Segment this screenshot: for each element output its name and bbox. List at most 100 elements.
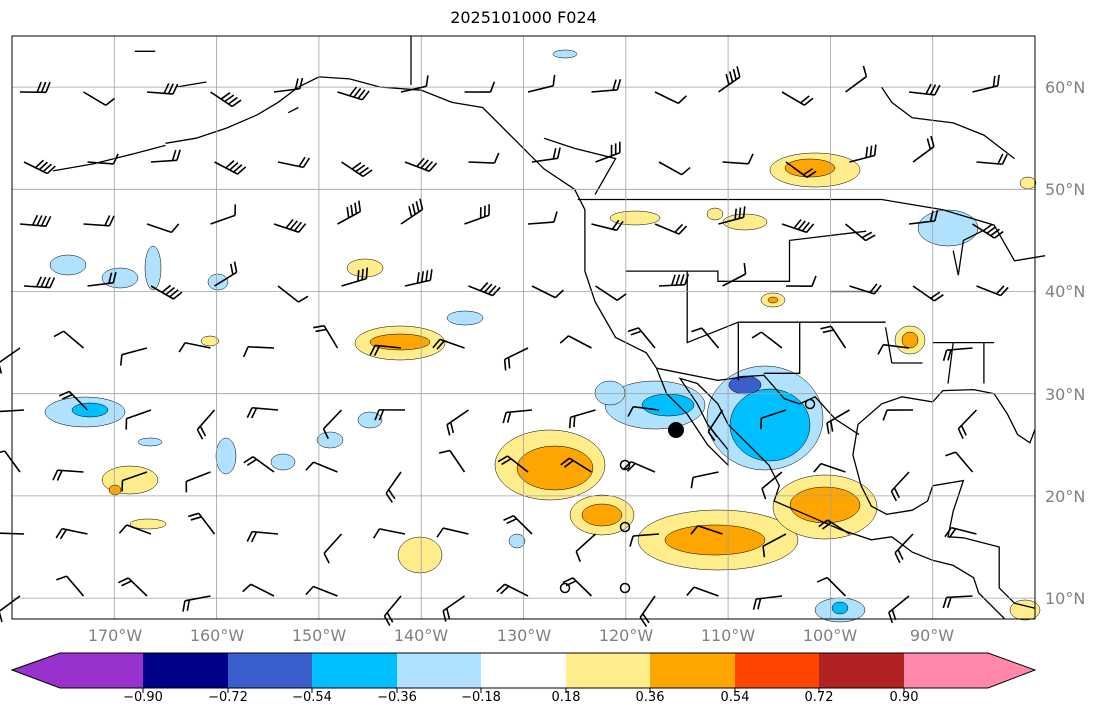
colorbar-tick-label: −0.18 xyxy=(461,690,501,705)
barb-flag xyxy=(53,330,65,338)
wind-barbs xyxy=(0,65,1009,627)
barb-flag xyxy=(732,68,737,80)
barb-flag xyxy=(553,211,558,223)
barb-flag xyxy=(358,200,362,212)
wind-barb xyxy=(117,577,148,597)
barb-staff xyxy=(883,343,910,349)
barb-flag xyxy=(995,285,1005,295)
barb-flag xyxy=(822,329,834,334)
station-marker xyxy=(559,582,571,594)
colorbar-segment xyxy=(60,653,143,688)
wind-barb xyxy=(87,153,119,165)
barb-flag xyxy=(487,285,497,295)
contour-region xyxy=(346,258,384,278)
barb-flag xyxy=(865,146,869,158)
wind-barb xyxy=(404,157,438,173)
wind-barb xyxy=(242,346,275,358)
barb-flag xyxy=(686,586,695,596)
wind-barb xyxy=(400,198,424,225)
wind-barb xyxy=(0,532,25,535)
barb-flag xyxy=(419,198,424,210)
wind-barb xyxy=(568,409,596,429)
barb-flag xyxy=(492,286,501,297)
contour-region xyxy=(552,49,578,59)
wind-barb xyxy=(654,223,688,235)
barb-flag xyxy=(186,599,191,611)
contour-region xyxy=(1009,599,1041,621)
barb-staff xyxy=(184,341,211,349)
barb-flag xyxy=(187,512,199,518)
barb-flag xyxy=(246,458,257,467)
wind-barb xyxy=(595,285,627,302)
barb-flag xyxy=(1001,153,1008,165)
barb-flag xyxy=(816,576,828,583)
barb-staff xyxy=(83,91,107,106)
barb-flag xyxy=(59,529,68,540)
barb-flag xyxy=(45,215,52,227)
barb-flag xyxy=(322,428,330,440)
barb-staff xyxy=(247,346,275,349)
barb-flag xyxy=(552,74,556,86)
wind-barb xyxy=(591,79,622,93)
wind-barb xyxy=(58,390,89,411)
wind-barb xyxy=(502,409,533,424)
lon-label: 160°W xyxy=(189,626,245,645)
barb-flag xyxy=(616,293,627,301)
barb-flag xyxy=(346,206,350,218)
wind-barb xyxy=(531,285,564,299)
barb-flag xyxy=(560,457,570,466)
wind-barb xyxy=(972,223,1004,239)
barb-flag xyxy=(285,218,294,229)
barb-staff xyxy=(697,524,723,535)
barb-staff xyxy=(449,450,466,473)
barb-flag xyxy=(507,357,511,369)
barb-flag xyxy=(0,611,3,623)
barb-staff xyxy=(722,273,746,287)
barb-flag xyxy=(757,598,762,610)
barb-staff xyxy=(379,528,406,535)
barb-flag xyxy=(354,202,358,214)
wind-barb xyxy=(0,347,21,374)
wind-barb xyxy=(464,204,490,225)
wind-barb xyxy=(119,347,148,366)
wind-barb xyxy=(196,409,216,440)
barb-flag xyxy=(246,531,253,542)
wind-barb xyxy=(341,161,373,178)
wind-barb xyxy=(690,524,723,535)
barb-flag xyxy=(108,272,113,284)
wind-barb xyxy=(19,81,51,94)
barb-flag xyxy=(948,528,957,539)
wind-barb xyxy=(341,267,369,287)
wind-barb xyxy=(214,160,247,175)
wind-barb xyxy=(690,471,719,489)
wind-barb xyxy=(762,533,787,558)
barb-staff xyxy=(658,161,683,176)
contour-region xyxy=(200,335,220,347)
barb-flag xyxy=(446,608,451,620)
barb-flag xyxy=(674,223,684,233)
colorbar-segment xyxy=(312,653,397,688)
wind-barb xyxy=(374,409,406,421)
barb-flag xyxy=(236,166,247,175)
contour-region xyxy=(270,453,296,471)
wind-barb xyxy=(761,471,783,500)
barb-staff xyxy=(122,471,148,482)
colorbar-segment xyxy=(735,653,819,688)
barb-flag xyxy=(118,524,128,534)
barb-flag xyxy=(762,546,766,558)
barb-flag xyxy=(294,78,299,90)
wind-barb xyxy=(686,586,719,597)
barb-flag xyxy=(242,346,249,358)
barb-flag xyxy=(315,328,327,333)
barb-flag xyxy=(0,364,3,374)
wind-barb xyxy=(658,161,691,176)
lon-label: 120°W xyxy=(598,626,654,645)
barb-staff xyxy=(692,471,719,479)
colorbar-segment xyxy=(397,653,481,688)
contour-region xyxy=(917,209,979,247)
wind-barb xyxy=(976,285,1009,297)
barb-flag xyxy=(233,261,238,273)
barb-flag xyxy=(821,521,832,530)
barb-flag xyxy=(446,424,451,436)
contour-region xyxy=(516,445,594,491)
